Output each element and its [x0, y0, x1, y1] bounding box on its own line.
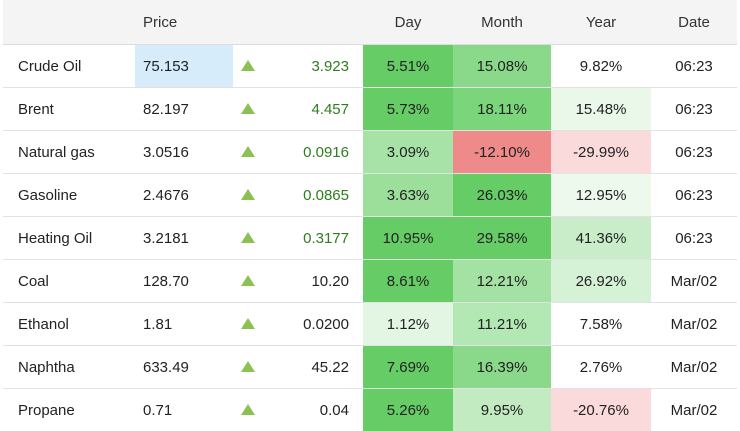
year-change: 9.82% [551, 45, 651, 88]
commodity-change: 3.923 [263, 45, 363, 88]
year-change: -20.76% [551, 389, 651, 431]
commodity-price: 0.71 [135, 389, 233, 431]
year-change: -29.99% [551, 131, 651, 174]
month-change: 16.39% [453, 346, 551, 389]
day-change: 5.73% [363, 88, 453, 131]
up-arrow-icon [233, 88, 263, 131]
commodity-price: 75.153 [135, 45, 233, 88]
up-arrow-icon [233, 260, 263, 303]
commodity-name[interactable]: Crude Oil [3, 45, 135, 88]
commodity-price: 82.197 [135, 88, 233, 131]
header-date[interactable]: Date [651, 0, 737, 45]
commodity-change: 0.0865 [263, 174, 363, 217]
header-day[interactable]: Day [363, 0, 453, 45]
month-change: -12.10% [453, 131, 551, 174]
month-change: 15.08% [453, 45, 551, 88]
commodity-change: 0.0916 [263, 131, 363, 174]
up-arrow-icon [233, 131, 263, 174]
commodity-price: 3.0516 [135, 131, 233, 174]
month-change: 12.21% [453, 260, 551, 303]
month-change: 9.95% [453, 389, 551, 431]
commodity-name[interactable]: Coal [3, 260, 135, 303]
commodity-price: 1.81 [135, 303, 233, 346]
commodity-price: 128.70 [135, 260, 233, 303]
day-change: 3.63% [363, 174, 453, 217]
commodity-change: 0.04 [263, 389, 363, 431]
commodity-change: 10.20 [263, 260, 363, 303]
day-change: 8.61% [363, 260, 453, 303]
commodity-date: 06:23 [651, 88, 737, 131]
commodity-name[interactable]: Heating Oil [3, 217, 135, 260]
commodity-name[interactable]: Ethanol [3, 303, 135, 346]
year-change: 26.92% [551, 260, 651, 303]
commodity-date: Mar/02 [651, 346, 737, 389]
year-change: 7.58% [551, 303, 651, 346]
up-arrow-icon [233, 389, 263, 431]
day-change: 5.51% [363, 45, 453, 88]
commodity-price: 633.49 [135, 346, 233, 389]
month-change: 29.58% [453, 217, 551, 260]
month-change: 18.11% [453, 88, 551, 131]
day-change: 5.26% [363, 389, 453, 431]
commodity-change: 4.457 [263, 88, 363, 131]
commodity-name[interactable]: Naphtha [3, 346, 135, 389]
month-change: 11.21% [453, 303, 551, 346]
commodity-date: Mar/02 [651, 260, 737, 303]
commodity-price: 2.4676 [135, 174, 233, 217]
commodity-date: Mar/02 [651, 303, 737, 346]
day-change: 3.09% [363, 131, 453, 174]
up-arrow-icon [233, 45, 263, 88]
commodity-change: 0.0200 [263, 303, 363, 346]
header-arrow [233, 0, 263, 45]
table-header-row: Price Day Month Year Date [3, 0, 737, 45]
header-change [263, 0, 363, 45]
commodity-name[interactable]: Natural gas [3, 131, 135, 174]
header-month[interactable]: Month [453, 0, 551, 45]
up-arrow-icon [233, 346, 263, 389]
commodity-date: 06:23 [651, 131, 737, 174]
up-arrow-icon [233, 303, 263, 346]
commodity-date: 06:23 [651, 174, 737, 217]
year-change: 41.36% [551, 217, 651, 260]
commodity-price: 3.2181 [135, 217, 233, 260]
commodity-date: Mar/02 [651, 389, 737, 431]
commodity-name[interactable]: Propane [3, 389, 135, 431]
day-change: 7.69% [363, 346, 453, 389]
year-change: 12.95% [551, 174, 651, 217]
commodity-name[interactable]: Brent [3, 88, 135, 131]
commodity-date: 06:23 [651, 217, 737, 260]
header-year[interactable]: Year [551, 0, 651, 45]
commodity-change: 45.22 [263, 346, 363, 389]
year-change: 2.76% [551, 346, 651, 389]
day-change: 10.95% [363, 217, 453, 260]
commodity-date: 06:23 [651, 45, 737, 88]
header-name [3, 0, 135, 45]
year-change: 15.48% [551, 88, 651, 131]
up-arrow-icon [233, 174, 263, 217]
up-arrow-icon [233, 217, 263, 260]
header-price[interactable]: Price [135, 0, 233, 45]
month-change: 26.03% [453, 174, 551, 217]
day-change: 1.12% [363, 303, 453, 346]
commodity-name[interactable]: Gasoline [3, 174, 135, 217]
commodity-change: 0.3177 [263, 217, 363, 260]
